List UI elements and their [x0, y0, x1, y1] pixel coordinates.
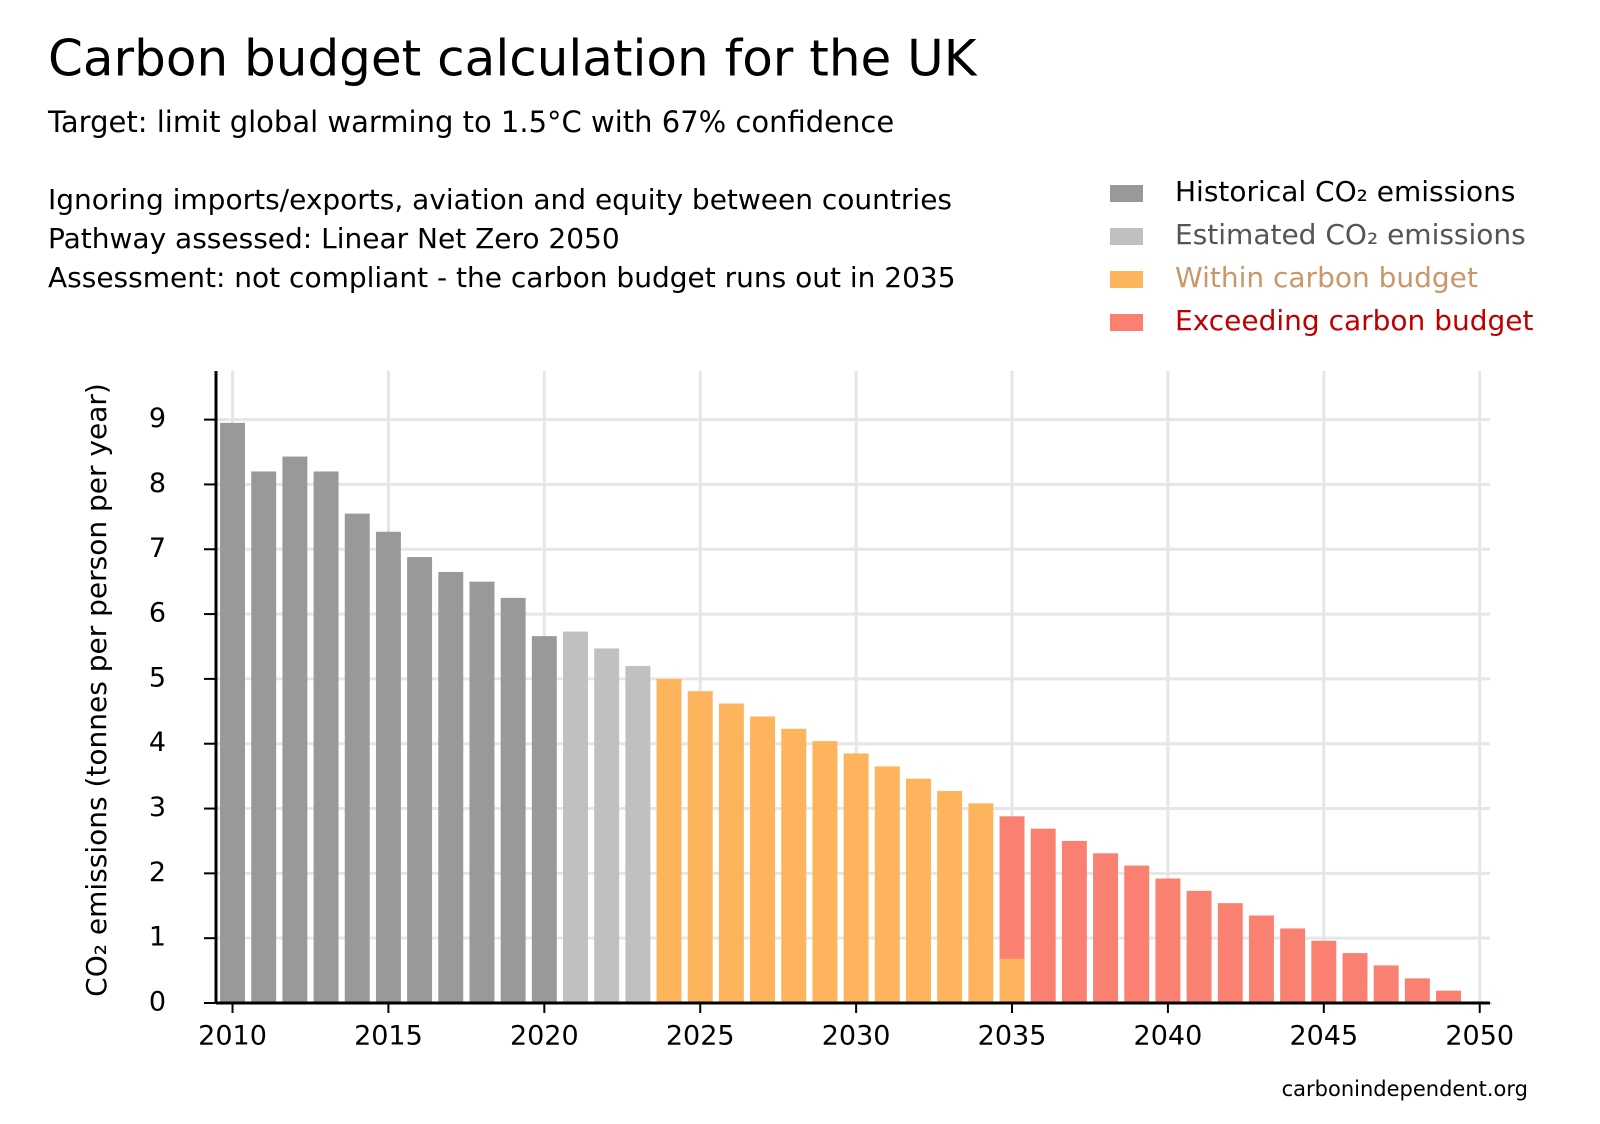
bar	[687, 691, 713, 1003]
x-tick-label: 2020	[510, 1021, 579, 1052]
legend-swatch	[1110, 185, 1143, 202]
bar	[1217, 903, 1243, 1003]
bar	[999, 816, 1025, 959]
bar	[625, 665, 651, 1003]
x-tick-label: 2030	[822, 1021, 891, 1052]
bar	[999, 958, 1025, 1003]
bar	[282, 456, 308, 1003]
bar	[594, 648, 620, 1003]
legend-swatch	[1110, 271, 1143, 288]
bar	[874, 766, 900, 1003]
chart-title: Carbon budget calculation for the UK	[48, 30, 978, 88]
bar	[469, 581, 495, 1003]
bar	[1342, 953, 1368, 1003]
note: Ignoring imports/exports, aviation and e…	[48, 183, 952, 216]
chart-subtitle: Target: limit global warming to 1.5°C wi…	[47, 105, 894, 139]
bar	[1030, 828, 1056, 1003]
y-tick-label: 7	[149, 533, 166, 564]
bar	[344, 513, 370, 1003]
bar	[812, 741, 838, 1003]
x-tick-label: 2045	[1289, 1021, 1358, 1052]
bar	[781, 728, 807, 1003]
bar	[563, 631, 588, 1003]
x-tick-label: 2015	[354, 1021, 423, 1052]
source: carbonindependent.org	[1282, 1077, 1528, 1101]
y-tick-label: 6	[149, 598, 166, 629]
x-tick-label: 2035	[978, 1021, 1047, 1052]
bar	[220, 422, 245, 1003]
legend-swatch	[1110, 228, 1143, 245]
bar	[1155, 878, 1181, 1003]
bar	[1186, 890, 1212, 1003]
bar	[1093, 853, 1119, 1003]
bar	[843, 753, 869, 1003]
note: Pathway assessed: Linear Net Zero 2050	[48, 222, 620, 255]
y-tick-label: 8	[149, 468, 166, 499]
bar	[1280, 928, 1306, 1003]
bar	[1373, 965, 1399, 1003]
bar	[1061, 840, 1087, 1003]
bar	[531, 636, 557, 1003]
bar	[1248, 915, 1274, 1003]
bar	[1436, 990, 1462, 1003]
x-tick-label: 2050	[1445, 1021, 1514, 1052]
y-tick-label: 9	[149, 403, 166, 434]
legend-swatch	[1110, 314, 1143, 331]
x-tick-label: 2025	[666, 1021, 735, 1052]
bar	[750, 716, 776, 1003]
y-axis-label: CO₂ emissions (tonnes per person per yea…	[80, 383, 113, 997]
legend-label: Within carbon budget	[1175, 261, 1478, 294]
bar	[968, 803, 994, 1003]
bar	[1404, 978, 1430, 1003]
legend-label: Historical CO₂ emissions	[1175, 175, 1515, 208]
bar	[1311, 940, 1337, 1003]
bar	[407, 557, 433, 1003]
bar	[718, 703, 744, 1003]
y-tick-label: 2	[149, 857, 166, 888]
bar	[438, 571, 464, 1003]
y-tick-label: 4	[149, 727, 166, 758]
y-tick-label: 0	[149, 987, 166, 1018]
note: Assessment: not compliant - the carbon b…	[48, 261, 956, 294]
y-tick-label: 5	[149, 662, 166, 693]
x-tick-label: 2040	[1134, 1021, 1203, 1052]
legend-label: Exceeding carbon budget	[1175, 304, 1533, 337]
bar	[375, 531, 401, 1003]
y-tick-label: 1	[149, 922, 166, 953]
legend-label: Estimated CO₂ emissions	[1175, 218, 1526, 251]
bar	[251, 471, 277, 1003]
bar	[656, 678, 682, 1003]
bar	[313, 471, 339, 1003]
y-tick-label: 3	[149, 792, 166, 823]
x-tick-label: 2010	[198, 1021, 267, 1052]
bar	[937, 791, 963, 1003]
bar	[906, 778, 931, 1003]
bar	[500, 597, 526, 1003]
bar	[1124, 865, 1150, 1003]
